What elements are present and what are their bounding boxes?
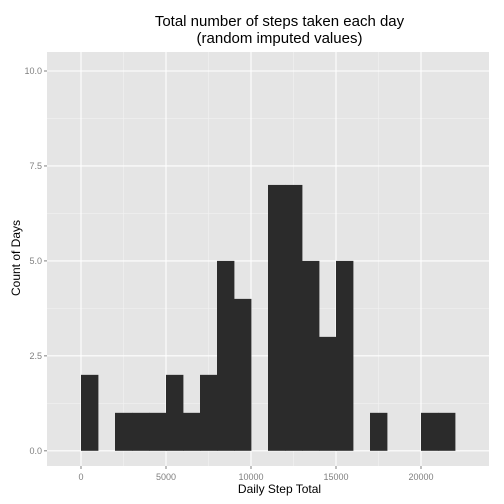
histogram-bar	[438, 412, 456, 451]
histogram-bar	[302, 260, 320, 451]
chart-title: Total number of steps taken each day	[154, 13, 405, 30]
x-axis-label: Daily Step Total	[237, 482, 322, 496]
histogram-bar	[81, 374, 99, 451]
histogram-bar	[217, 260, 235, 451]
x-tick-label: 20000	[408, 472, 433, 482]
chart-subtitle: (random imputed values)	[196, 30, 363, 47]
histogram-bar	[183, 412, 201, 451]
histogram-bar	[132, 412, 150, 451]
x-tick-label: 5000	[156, 472, 176, 482]
x-tick-label: 10000	[238, 472, 263, 482]
y-tick-label: 0.0	[29, 446, 42, 456]
y-tick-label: 2.5	[29, 351, 42, 361]
histogram-bar	[149, 412, 167, 451]
histogram-bar	[200, 374, 218, 451]
histogram-bar	[319, 336, 337, 451]
histogram-bar	[421, 412, 439, 451]
histogram-bar	[234, 298, 252, 451]
y-axis: 0.0 2.5 5.0 7.5 10.0	[24, 66, 47, 456]
y-tick-label: 10.0	[24, 66, 42, 76]
histogram-bar	[115, 412, 133, 451]
y-tick-label: 5.0	[29, 256, 42, 266]
y-tick-label: 7.5	[29, 161, 42, 171]
histogram-bar	[370, 412, 388, 451]
histogram-bars	[81, 184, 456, 451]
histogram-bar	[336, 260, 354, 451]
histogram-bar	[268, 184, 286, 451]
histogram-bar	[166, 374, 184, 451]
y-axis-label: Count of Days	[9, 219, 23, 297]
x-tick-label: 15000	[323, 472, 348, 482]
x-tick-label: 0	[78, 472, 83, 482]
histogram-bar	[285, 184, 303, 451]
x-axis: 0 5000 10000 15000 20000	[78, 466, 434, 482]
